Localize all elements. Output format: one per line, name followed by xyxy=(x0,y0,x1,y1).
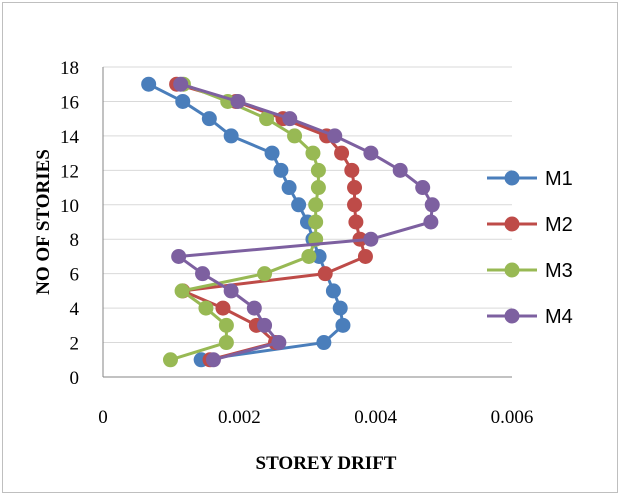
y-axis-ticks: 0 2 4 6 8 10 12 14 16 18 xyxy=(60,58,80,389)
data-point xyxy=(201,111,217,127)
legend-label: M1 xyxy=(545,168,573,190)
data-point xyxy=(198,300,214,316)
data-point xyxy=(246,300,262,316)
data-point xyxy=(175,93,191,109)
x-tick-label: 0.004 xyxy=(354,407,397,428)
y-tick-label: 8 xyxy=(70,230,80,251)
data-point xyxy=(310,180,326,196)
legend-label: M4 xyxy=(545,306,573,328)
y-tick-label: 10 xyxy=(60,196,79,217)
legend-label: M2 xyxy=(545,214,573,236)
data-point xyxy=(327,128,343,144)
data-point xyxy=(347,180,363,196)
gridlines xyxy=(102,66,512,378)
data-point xyxy=(423,214,439,230)
data-point xyxy=(257,266,273,282)
data-point xyxy=(415,180,431,196)
data-point xyxy=(223,128,239,144)
series-line xyxy=(147,82,345,362)
data-point xyxy=(308,197,324,213)
data-point xyxy=(215,300,231,316)
data-point xyxy=(223,283,239,299)
data-point xyxy=(424,197,440,213)
data-point xyxy=(291,197,307,213)
y-tick-label: 12 xyxy=(60,161,79,182)
data-point xyxy=(171,248,187,264)
legend-label: M3 xyxy=(545,260,573,282)
data-point xyxy=(173,76,189,92)
data-point xyxy=(273,162,289,178)
y-tick-label: 18 xyxy=(60,58,79,79)
data-point xyxy=(363,145,379,161)
legend-item-m3: M3 xyxy=(487,260,573,282)
x-tick-label: 0.006 xyxy=(491,407,534,428)
data-point xyxy=(195,266,211,282)
data-point xyxy=(305,145,321,161)
data-point xyxy=(287,128,303,144)
data-point xyxy=(332,300,348,316)
data-point xyxy=(281,180,297,196)
data-point xyxy=(230,93,246,109)
data-point xyxy=(334,145,350,161)
series-layer xyxy=(141,76,440,368)
legend-marker xyxy=(504,262,520,278)
data-point xyxy=(162,352,178,368)
x-axis-title: STOREY DRIFT xyxy=(256,453,397,474)
data-point xyxy=(363,231,379,247)
chart-frame xyxy=(2,2,618,493)
data-point xyxy=(347,197,363,213)
legend-item-m2: M2 xyxy=(487,214,573,236)
data-point xyxy=(205,352,221,368)
data-point xyxy=(325,283,341,299)
legend: M1 M2 M3 M4 xyxy=(487,168,573,328)
data-point xyxy=(218,335,234,351)
data-point xyxy=(335,317,351,333)
data-point xyxy=(308,214,324,230)
y-tick-label: 4 xyxy=(70,299,80,320)
y-tick-label: 0 xyxy=(70,368,80,389)
x-tick-label: 0 xyxy=(98,407,108,428)
y-tick-label: 16 xyxy=(60,92,79,113)
legend-item-m1: M1 xyxy=(487,168,573,190)
data-point xyxy=(282,111,298,127)
y-axis-title: NO OF STORIES xyxy=(33,149,54,295)
data-point xyxy=(257,317,273,333)
x-axis-ticks: 0 0.002 0.004 0.006 xyxy=(98,407,533,428)
data-point xyxy=(310,162,326,178)
x-tick-label: 0.002 xyxy=(218,407,261,428)
data-point xyxy=(357,248,373,264)
legend-marker xyxy=(504,216,520,232)
legend-marker xyxy=(504,170,520,186)
data-point xyxy=(301,248,317,264)
legend-item-m4: M4 xyxy=(487,306,573,328)
data-point xyxy=(317,266,333,282)
series-line xyxy=(176,82,367,362)
series-m3 xyxy=(162,76,326,368)
legend-marker xyxy=(504,308,520,324)
data-point xyxy=(264,145,280,161)
data-point xyxy=(141,76,157,92)
data-point xyxy=(344,162,360,178)
data-point xyxy=(174,283,190,299)
data-point xyxy=(271,335,287,351)
y-tick-label: 14 xyxy=(60,127,80,148)
series-m4 xyxy=(171,76,440,368)
data-point xyxy=(316,335,332,351)
data-point xyxy=(348,214,364,230)
data-point xyxy=(218,317,234,333)
y-tick-label: 6 xyxy=(70,265,80,286)
y-tick-label: 2 xyxy=(70,334,80,355)
data-point xyxy=(259,111,275,127)
data-point xyxy=(392,162,408,178)
